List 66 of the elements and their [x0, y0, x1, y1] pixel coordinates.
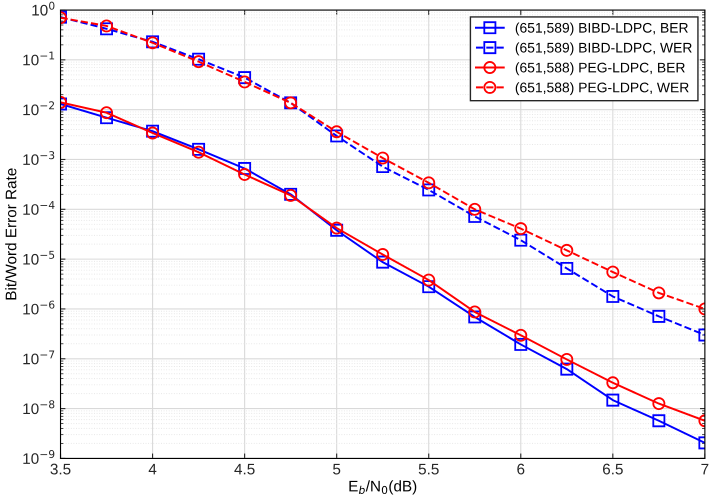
- point: [514, 328, 528, 342]
- point: [192, 55, 206, 68]
- legend-label: (651,588) PEG-LDPC, BER: [516, 62, 685, 76]
- point: [468, 310, 482, 324]
- point: [238, 168, 252, 181]
- point: [422, 274, 436, 287]
- point: [652, 397, 666, 410]
- point: [422, 176, 436, 190]
- point: [514, 222, 528, 236]
- point: [468, 306, 482, 318]
- point: [376, 256, 390, 269]
- point: [514, 338, 528, 351]
- y-tick-label: 10$^{−1}$: [23, 52, 54, 66]
- point: [560, 362, 574, 376]
- point: [606, 290, 620, 303]
- x-axis-title: E$_{b}$/N$_{0}$(dB): [349, 480, 416, 495]
- y-tick-label: 10$^{−8}$: [23, 400, 54, 414]
- y-tick-label: 10$^{−9}$: [23, 450, 54, 464]
- y-tick-label: 10$^{−6}$: [23, 300, 54, 315]
- point: [192, 52, 206, 66]
- point: [652, 286, 666, 300]
- point: [330, 129, 344, 142]
- point: [376, 248, 390, 261]
- point: [192, 146, 206, 159]
- point: [376, 160, 390, 174]
- x-tick-label: 3.5: [50, 464, 70, 474]
- point: [100, 22, 114, 36]
- y-tick-label: 10$^{−5}$: [23, 250, 54, 265]
- y-tick-label: 10$^{−4}$: [23, 201, 55, 215]
- y-tick-label: 10$^{0}$: [32, 2, 54, 16]
- point: [606, 266, 620, 279]
- point: [606, 394, 620, 407]
- point: [468, 202, 482, 216]
- point: [100, 111, 114, 124]
- point: [238, 75, 252, 88]
- point: [422, 280, 436, 294]
- point: [560, 262, 574, 275]
- x-tick-label: 4.5: [234, 464, 255, 474]
- point: [330, 125, 344, 138]
- legend-label: (651,589) BIBD-LDPC, BER: [516, 22, 688, 36]
- y-tick-label: 10$^{−2}$: [23, 101, 54, 116]
- point: [468, 210, 482, 223]
- y-tick-label: 10$^{−7}$: [23, 350, 54, 364]
- point: [376, 152, 390, 164]
- legend-label: (651,589) BIBD-LDPC, WER: [516, 42, 692, 56]
- point: [100, 19, 114, 32]
- y-axis-title: Bit/Word Error Rate: [5, 168, 16, 300]
- y-tick-label: 10$^{−3}$: [23, 151, 54, 166]
- point: [238, 162, 252, 175]
- x-tick-label: 6: [517, 464, 524, 474]
- point: [652, 310, 666, 323]
- point: [606, 376, 620, 390]
- point: [560, 352, 574, 366]
- x-tick-label: 5: [333, 464, 340, 474]
- point: [560, 244, 574, 257]
- x-tick-label: 6.5: [602, 464, 623, 474]
- x-tick-label: 4: [148, 464, 156, 474]
- x-tick-label: 5.5: [418, 464, 439, 474]
- point: [422, 183, 436, 196]
- point: [652, 414, 666, 428]
- point: [238, 71, 252, 84]
- point: [100, 106, 114, 120]
- point: [514, 234, 528, 247]
- x-tick-label: 7: [701, 464, 708, 474]
- point: [192, 142, 206, 156]
- legend-label: (651,588) PEG-LDPC, WER: [516, 82, 689, 96]
